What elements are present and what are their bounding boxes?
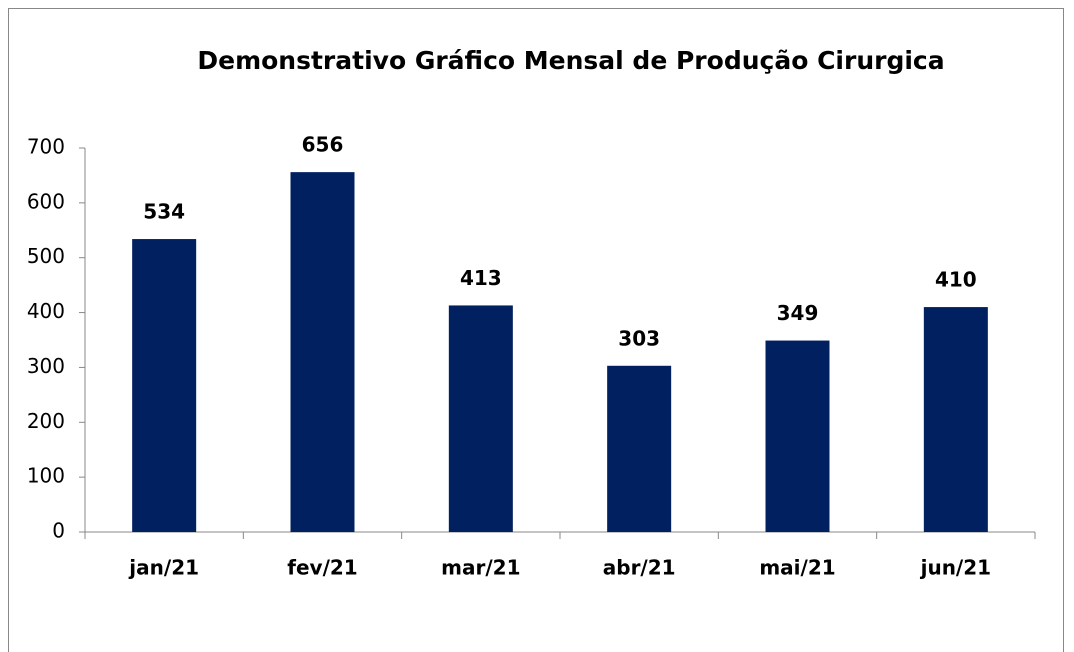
x-tick-label: jun/21	[920, 556, 991, 580]
x-tick-label: mai/21	[759, 556, 835, 580]
y-tick-label: 400	[27, 299, 65, 323]
bar	[290, 172, 355, 532]
bar	[765, 340, 830, 532]
y-tick-label: 0	[52, 519, 65, 543]
chart-title: Demonstrativo Gráfico Mensal de Produção…	[197, 46, 944, 75]
bar	[448, 305, 513, 532]
y-tick-label: 600	[27, 189, 65, 213]
x-tick-label: abr/21	[603, 556, 676, 580]
data-label: 656	[302, 133, 344, 157]
bar	[132, 239, 197, 532]
x-tick-label: mar/21	[441, 556, 520, 580]
bar	[923, 307, 988, 532]
data-label: 534	[143, 200, 185, 224]
data-label: 303	[618, 326, 660, 350]
data-label: 413	[460, 266, 502, 290]
x-tick-label: fev/21	[287, 556, 357, 580]
y-tick-label: 200	[27, 409, 65, 433]
data-label: 349	[777, 301, 819, 325]
y-tick-label: 100	[27, 464, 65, 488]
y-tick-label: 500	[27, 244, 65, 268]
bar	[607, 365, 672, 532]
x-tick-label: jan/21	[128, 556, 199, 580]
y-tick-label: 700	[27, 135, 65, 159]
y-tick-label: 300	[27, 354, 65, 378]
data-label: 410	[935, 268, 977, 292]
